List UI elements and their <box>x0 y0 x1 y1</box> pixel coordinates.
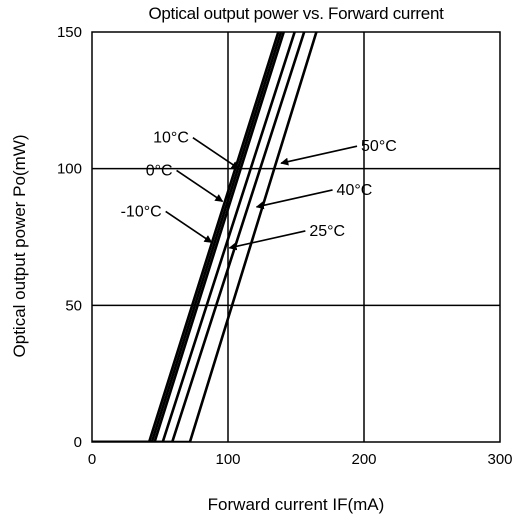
chart-title: Optical output power vs. Forward current <box>148 4 444 23</box>
annotation-arrow <box>165 210 213 244</box>
annotation-arrow <box>176 169 224 203</box>
annotation-arrow <box>280 145 358 166</box>
y-tick-label: 150 <box>57 24 82 41</box>
x-tick-label: 100 <box>215 451 240 468</box>
series-line <box>92 32 285 442</box>
annotation-arrow <box>255 189 333 210</box>
x-tick-label: 0 <box>88 451 96 468</box>
series-line <box>92 32 318 442</box>
annotation-label: 0°C <box>146 162 173 179</box>
series-line <box>92 32 306 442</box>
annotation-label: 25°C <box>309 223 345 240</box>
y-tick-label: 0 <box>74 434 82 451</box>
x-tick-label: 300 <box>487 451 512 468</box>
annotation-arrow <box>228 230 306 251</box>
x-tick-label: 200 <box>351 451 376 468</box>
plot-frame <box>91 31 501 443</box>
series-line <box>92 32 280 442</box>
x-axis-label: Forward current IF(mA) <box>207 495 385 514</box>
annotation-label: 10°C <box>153 130 189 147</box>
annotation-arrow <box>192 137 240 170</box>
y-tick-label: 50 <box>65 297 82 314</box>
series-line <box>92 32 296 442</box>
y-tick-label: 100 <box>57 161 82 178</box>
annotation-label: 50°C <box>361 138 397 155</box>
annotation-label: 40°C <box>337 182 373 199</box>
annotation-label: -10°C <box>121 203 162 220</box>
